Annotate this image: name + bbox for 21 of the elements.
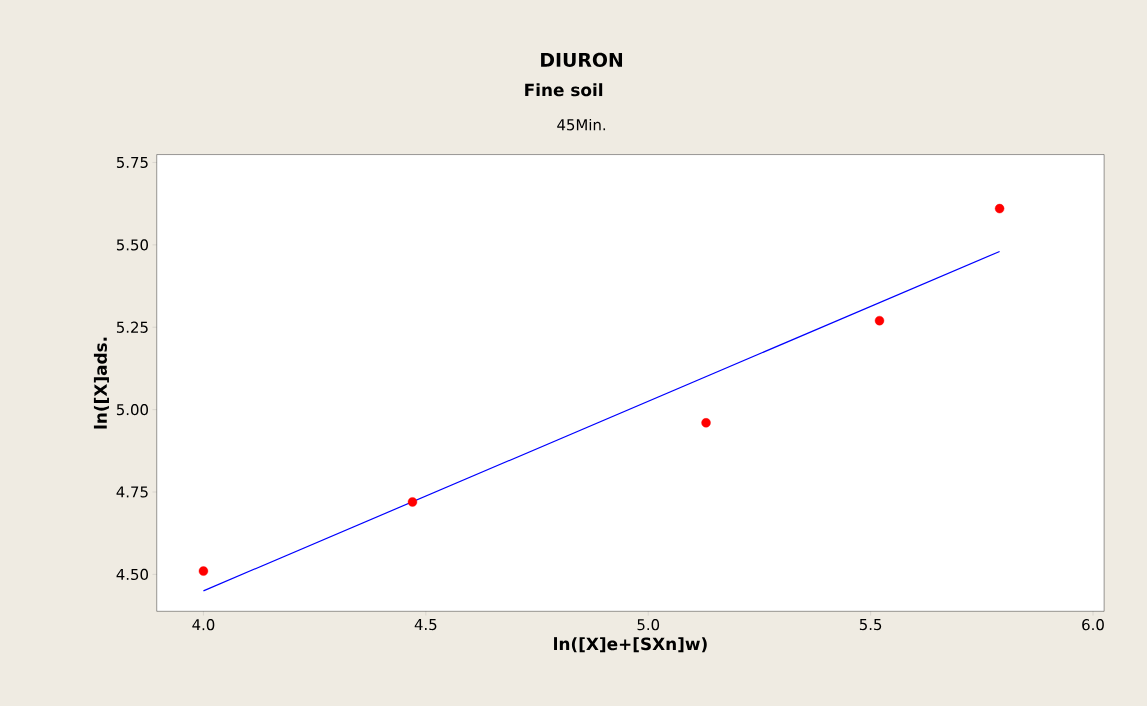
- x-axis-title: ln([X]e+[SXn]w): [554, 637, 707, 653]
- y-tick-label: 4.75: [116, 486, 148, 498]
- x-tick-label: 6.0: [1082, 619, 1104, 631]
- y-tick-label: 5.25: [116, 321, 148, 333]
- x-tick-label: 4.0: [192, 619, 215, 631]
- y-tick-label: 5.75: [116, 156, 148, 168]
- point: [198, 566, 209, 576]
- point: [994, 203, 1005, 214]
- point: [407, 497, 418, 507]
- chart-title: DIURON: [541, 52, 623, 67]
- y-tick-label: 4.50: [116, 568, 148, 581]
- x-tick-label: 4.5: [414, 619, 437, 631]
- y-axis-title: ln([X]ads.: [93, 337, 109, 429]
- x-tick-label: 5.0: [637, 619, 660, 631]
- x-tick-label: 5.5: [859, 619, 882, 631]
- y-tick-label: 5.50: [116, 239, 148, 251]
- point: [701, 418, 711, 428]
- point: [874, 315, 885, 326]
- chart-subtitle: Fine soil: [525, 83, 603, 97]
- y-tick-label: 5.00: [116, 403, 148, 416]
- text: 45Min.: [557, 118, 606, 131]
